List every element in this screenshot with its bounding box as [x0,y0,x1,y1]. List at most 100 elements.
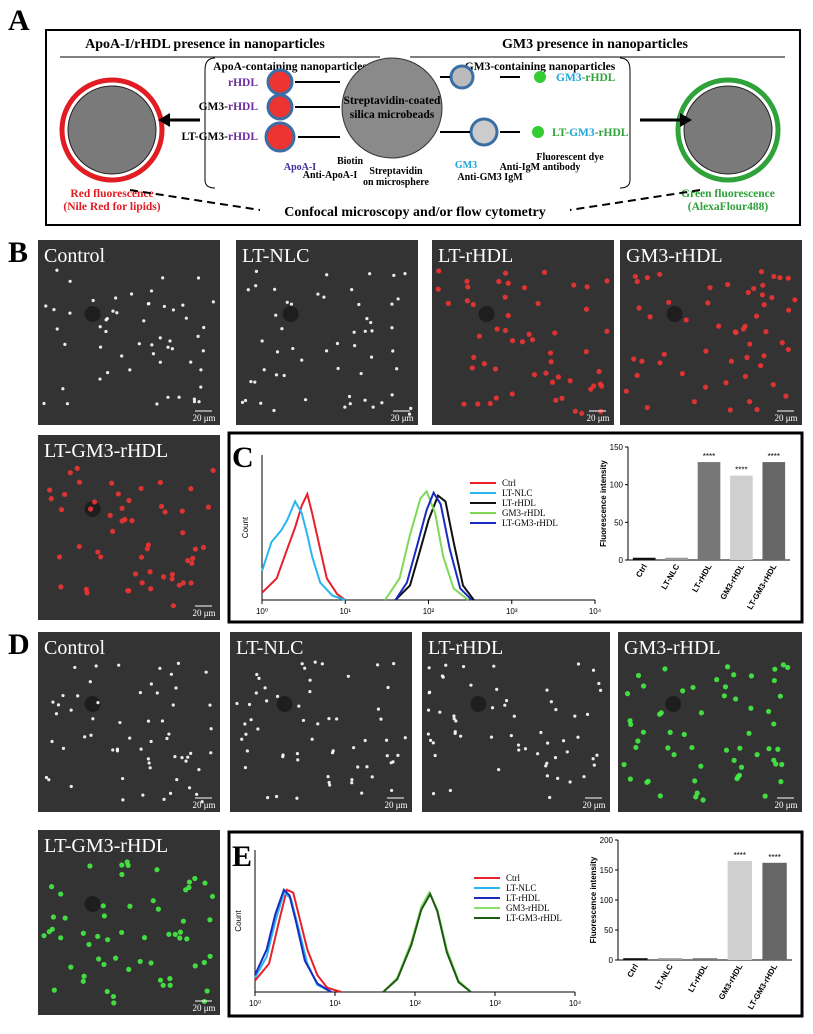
bead-dot [573,714,577,718]
part-label: Fluorescent dye [536,152,604,163]
y-tick-label: 200 [600,836,614,845]
bead-dot [192,963,198,969]
bead-dot [731,672,737,678]
item: GM3-rHDL [199,101,259,113]
bead-dot [80,930,86,936]
item-part: GM3- [199,101,229,113]
bead-dot [101,961,107,968]
bead-dot [561,739,566,743]
bead-dot [771,721,777,727]
bead-dot [396,297,400,301]
bead-dot [207,953,213,959]
bar [665,557,688,560]
bead-dot [748,673,755,679]
item-part: LT-GM3- [182,131,229,143]
bead-dot [461,401,467,407]
bead-dot [785,664,791,670]
bead-dot [245,749,249,753]
bead-dot [598,688,603,693]
bead-dot [505,280,511,286]
bead-dot [189,360,193,364]
item-part: rHDL [228,131,258,143]
bead-dot [495,687,499,691]
bead-dot [202,880,208,886]
bead-dot [199,385,203,389]
bead-dot [780,662,786,668]
bead-dot [148,960,154,966]
bead-dot [390,393,394,397]
bead-dot [253,380,257,384]
bead-dot [549,700,553,704]
bead-dot [104,988,110,995]
bead-dot [681,731,687,737]
bead-dot [553,397,559,403]
bead-dot [168,339,172,343]
bead-dot [595,753,599,757]
significance: **** [703,452,715,461]
bead-dot [380,401,384,405]
particle [266,93,294,121]
bead-dot [308,678,312,682]
bead-dot [155,906,161,912]
bead-dot [243,398,248,403]
bead-dot [519,339,526,345]
bead-dot [126,966,132,972]
x-tick-label: LT-GM3-rHDL [746,962,779,1011]
bead-dot [352,330,356,334]
bead-dot [771,677,777,684]
bead-dot [149,289,154,293]
micrograph-label: LT-rHDL [428,637,503,659]
bead-dot [265,699,269,703]
x-tick-label: LT-NLC [653,962,675,991]
bead-dot [210,467,216,474]
bead-dot [545,761,549,765]
bead-dot [204,670,208,674]
bead-dot [113,955,119,961]
bead-dot [469,683,473,687]
item: LT-GM3-rHDL [552,127,629,139]
bead-dot [169,576,175,582]
bead-dot [111,1000,117,1006]
bead-dot [249,379,253,384]
bead-dot [181,303,185,307]
bead-dot [142,319,146,323]
bead-dot [765,708,772,715]
bead-dot [109,480,115,486]
bead-dot [579,410,585,416]
bead-dot [705,300,711,306]
bead-dot [391,760,395,764]
bead-dot [745,289,751,296]
bead-dot [147,569,153,575]
bead-dot [636,305,642,311]
bead-dot [403,736,407,740]
linker [295,81,340,138]
bead-dot [359,371,363,376]
bead-dot [770,382,776,388]
group: ApoA-containing nanoparticles [213,61,367,73]
bead-dot [465,284,471,290]
bead-dot [658,710,664,716]
bead-dot [154,867,160,873]
bead-dot [138,485,144,492]
bead-dot [147,761,151,765]
brace [619,57,631,189]
series-line [382,891,472,993]
bead-dot [91,717,95,721]
bead-dot [571,282,577,288]
bead-dot [177,929,184,935]
x-tick-label: LT-rHDL [686,962,709,993]
bead-dot [285,300,289,304]
bead-dot [785,346,791,353]
bead-dot [546,741,550,745]
bead-dot [445,300,452,306]
bead-dot [761,302,767,308]
significance: **** [768,853,780,862]
bead-dot [436,268,442,274]
bead-dot [171,703,175,707]
bead-dot [666,299,672,305]
bead-dot [509,391,515,397]
bead-dot [81,973,87,979]
y-tick-label: 150 [610,443,624,452]
scale-label: 20 μm [586,413,609,423]
bead-dot [379,717,383,721]
